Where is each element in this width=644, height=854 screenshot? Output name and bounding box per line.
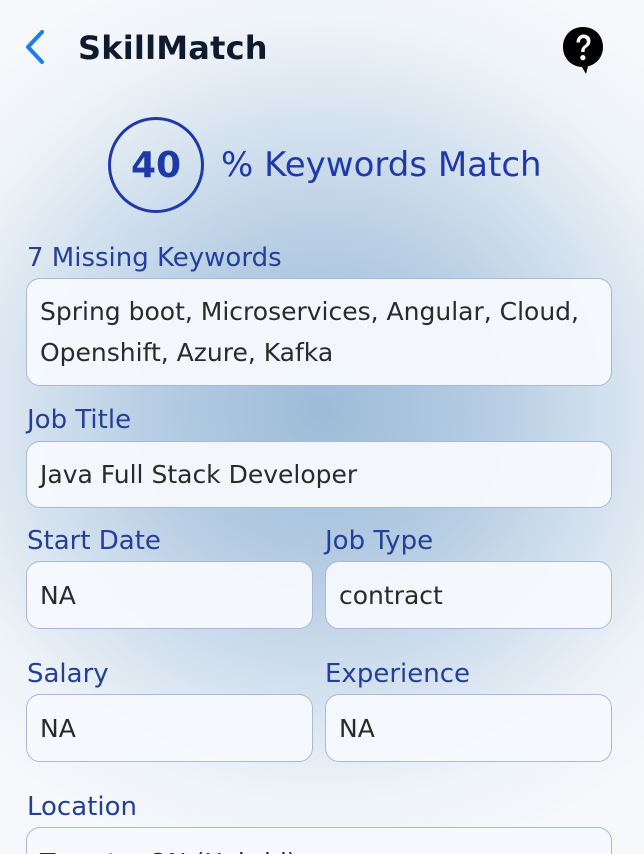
job-type-field[interactable]: contract: [325, 561, 612, 629]
experience-field[interactable]: NA: [325, 694, 612, 762]
experience-label: Experience: [325, 659, 470, 689]
chevron-left-icon: [26, 30, 44, 64]
start-date-field[interactable]: NA: [26, 561, 313, 629]
start-date-label: Start Date: [27, 526, 161, 556]
job-type-label: Job Type: [325, 526, 434, 556]
salary-label: Salary: [27, 659, 109, 689]
job-title-label: Job Title: [27, 405, 132, 435]
keyword-match-score: 40 % Keywords Match: [108, 117, 542, 213]
missing-keywords-label: 7 Missing Keywords: [27, 243, 282, 273]
page-title: SkillMatch: [78, 29, 268, 67]
match-percent-circle: 40: [108, 117, 204, 213]
job-title-field[interactable]: Java Full Stack Developer: [26, 441, 612, 508]
salary-field[interactable]: NA: [26, 694, 313, 762]
match-percent-label: % Keywords Match: [221, 145, 542, 185]
location-label: Location: [27, 792, 137, 822]
app-header: SkillMatch: [0, 0, 644, 96]
missing-keywords-field[interactable]: Spring boot, Microservices, Angular, Clo…: [26, 278, 612, 386]
help-bubble-icon: [563, 27, 603, 74]
back-button[interactable]: [18, 28, 52, 66]
location-field[interactable]: Toronto, ON (Hybrid): [26, 827, 612, 854]
help-button[interactable]: [561, 25, 605, 75]
